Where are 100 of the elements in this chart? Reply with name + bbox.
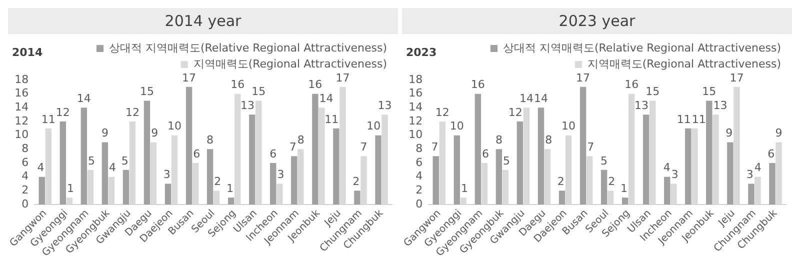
chart-subtitle: 2014 xyxy=(12,46,43,59)
data-label: 7 xyxy=(360,140,368,154)
data-label: 8 xyxy=(495,134,502,147)
data-label: 6 xyxy=(270,147,277,160)
data-label: 9 xyxy=(151,126,158,140)
data-label: 7 xyxy=(289,140,296,154)
data-label: 17 xyxy=(576,71,590,84)
data-label: 15 xyxy=(702,85,716,98)
bar xyxy=(600,170,608,204)
bar xyxy=(80,108,88,204)
y-tick-label: 14 xyxy=(14,100,29,114)
data-label: 16 xyxy=(308,78,322,92)
data-label: 12 xyxy=(56,106,70,119)
data-label: 13 xyxy=(713,98,728,112)
data-label: 2 xyxy=(608,175,616,188)
bar xyxy=(643,114,650,204)
data-label: 1 xyxy=(226,182,234,195)
y-tick-label: 8 xyxy=(22,142,29,156)
y-tick-label: 12 xyxy=(408,114,423,128)
y-tick-label: 14 xyxy=(408,100,423,114)
y-tick-label: 16 xyxy=(408,86,423,100)
bar xyxy=(375,135,382,204)
data-label: 4 xyxy=(663,161,670,174)
bar xyxy=(622,198,628,204)
bar xyxy=(516,122,524,204)
data-label: 15 xyxy=(140,85,154,98)
chart-title: 2023 year xyxy=(402,8,792,34)
data-label: 7 xyxy=(431,140,438,154)
data-label: 4 xyxy=(754,161,762,174)
bar xyxy=(454,135,460,204)
data-label: 9 xyxy=(726,126,733,140)
bar xyxy=(291,156,298,204)
bar xyxy=(60,122,66,204)
bar xyxy=(727,142,734,204)
data-label: 1 xyxy=(66,182,74,195)
y-tick-label: 10 xyxy=(14,128,29,142)
bar xyxy=(432,156,439,204)
data-label: 5 xyxy=(88,154,96,168)
bar xyxy=(333,128,340,204)
data-label: 11 xyxy=(41,112,56,126)
data-label: 13 xyxy=(240,98,255,112)
data-label: 10 xyxy=(450,120,464,133)
bar xyxy=(769,163,776,204)
bar xyxy=(354,190,360,204)
bar xyxy=(685,128,692,204)
data-label: 14 xyxy=(76,92,91,106)
y-tick-label: 0 xyxy=(416,197,423,210)
bar xyxy=(580,86,586,204)
data-label: 11 xyxy=(676,112,691,126)
data-label: 4 xyxy=(109,161,116,174)
data-label: 15 xyxy=(252,85,266,98)
chart-subtitle: 2023 xyxy=(406,46,437,59)
data-label: 9 xyxy=(775,126,782,140)
y-tick-label: 8 xyxy=(416,142,423,156)
data-label: 6 xyxy=(768,147,775,160)
data-label: 4 xyxy=(37,161,44,174)
bar xyxy=(312,94,318,204)
data-label: 7 xyxy=(587,140,594,154)
legend-label: 상대적 지역매력도(Relative Regional Attractiveness) xyxy=(109,41,388,54)
data-label: 17 xyxy=(182,71,196,84)
y-tick-label: 16 xyxy=(14,86,29,100)
chart-title: 2014 year xyxy=(8,8,398,34)
bar xyxy=(249,114,256,204)
y-tick-label: 2 xyxy=(416,184,423,197)
legend-label: 지역매력도(Regional Attractiveness) xyxy=(193,57,388,70)
y-tick-label: 6 xyxy=(416,156,423,169)
data-label: 11 xyxy=(692,112,706,126)
data-label: 12 xyxy=(125,106,140,119)
data-label: 10 xyxy=(562,120,576,133)
y-tick-label: 2 xyxy=(22,184,29,197)
bar xyxy=(538,108,544,204)
data-label: 15 xyxy=(646,85,660,98)
bar xyxy=(664,176,670,204)
data-label: 16 xyxy=(624,78,639,92)
y-tick-label: 10 xyxy=(408,128,423,142)
data-label: 5 xyxy=(503,154,510,168)
data-label: 14 xyxy=(519,92,534,106)
data-label: 17 xyxy=(730,71,744,84)
bar xyxy=(474,94,482,204)
bar xyxy=(206,149,214,204)
bar xyxy=(144,100,150,204)
bar xyxy=(270,163,276,204)
bar xyxy=(748,184,754,204)
data-label: 3 xyxy=(671,168,678,182)
data-label: 13 xyxy=(634,98,649,112)
data-label: 3 xyxy=(277,168,284,182)
data-label: 3 xyxy=(163,168,170,182)
data-label: 17 xyxy=(336,71,350,84)
bar xyxy=(558,190,566,204)
data-label: 14 xyxy=(319,92,334,106)
bar xyxy=(38,176,45,204)
data-label: 2 xyxy=(352,175,360,188)
legend-label: 상대적 지역매력도(Relative Regional Attractiveness) xyxy=(503,41,782,54)
data-label: 14 xyxy=(534,92,548,106)
data-label: 10 xyxy=(366,120,381,133)
data-label: 6 xyxy=(482,147,490,160)
data-label: 2 xyxy=(557,175,564,188)
data-label: 12 xyxy=(508,106,522,119)
y-tick-label: 18 xyxy=(14,72,29,86)
data-label: 6 xyxy=(193,147,200,160)
